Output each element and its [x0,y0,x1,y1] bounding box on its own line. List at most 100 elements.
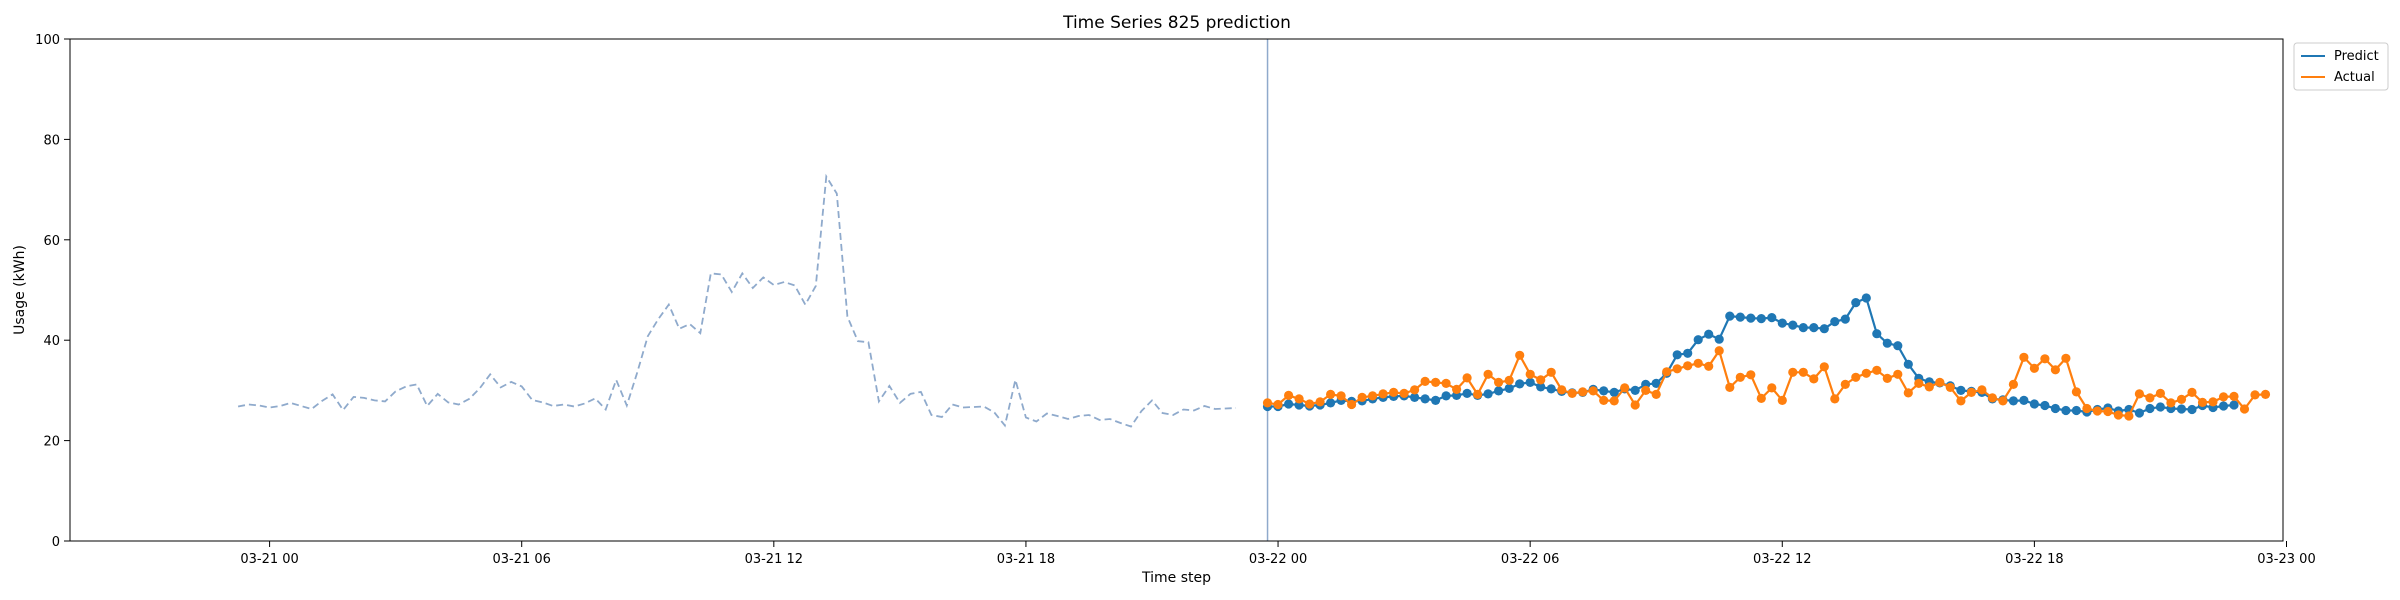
x-tick-label: 03-21 12 [745,552,803,567]
series-point-predict [1882,338,1892,348]
series-point-actual [1819,362,1829,372]
series-point-actual [1441,378,1451,388]
series-point-actual [1599,395,1609,405]
series-point-actual [1378,389,1388,399]
y-tick-label: 20 [43,435,60,450]
y-tick-label: 80 [43,133,60,148]
series-point-actual [1714,346,1724,356]
series-point-actual [2145,393,2155,403]
series-point-predict [1840,314,1850,324]
series-point-actual [1693,358,1703,368]
series-point-actual [1305,399,1315,409]
series-point-actual [1903,388,1913,398]
series-point-predict [2229,400,2239,410]
series-point-actual [1809,374,1819,384]
series-point-predict [2218,401,2229,411]
series-point-predict [2040,400,2050,411]
series-point-predict [2187,404,2197,415]
series-point-predict [1903,359,1913,369]
series-point-predict [2050,403,2060,414]
series-point-actual [1326,389,1336,399]
series-point-actual [1399,388,1409,398]
series-point-actual [2103,406,2113,417]
series-point-predict [1819,324,1829,334]
series-point-actual [1284,390,1294,400]
x-tick-label: 03-22 06 [1501,552,1559,567]
series-point-actual [1914,378,1924,388]
series-point-predict [1672,350,1682,360]
series-point-actual [1735,372,1745,382]
series-point-predict [1284,399,1294,409]
series-point-predict [1851,298,1861,308]
series-point-actual [1977,385,1987,395]
series-point-actual [1882,373,1892,383]
series-point-actual [1315,397,1325,407]
series-point-actual [1567,388,1577,398]
series-point-actual [2260,389,2271,399]
series-point-actual [1578,387,1588,397]
series-point-predict [2134,408,2144,418]
series-point-predict [1326,398,1336,408]
series-point-actual [1273,399,1283,410]
series-point-actual [1368,391,1378,401]
series-point-actual [1525,369,1535,379]
series-point-actual [1893,369,1903,379]
series-point-predict [1777,318,1787,328]
series-point-actual [2250,390,2260,400]
series-point-actual [2092,406,2102,416]
series-point-predict [1504,383,1514,393]
series-point-actual [1515,350,1525,360]
series-point-actual [2040,354,2050,364]
series-point-actual [1609,396,1619,406]
series-point-predict [1599,386,1609,396]
x-axis: 03-21 00 03-21 06 03-21 12 03-21 18 03-22 00… [240,541,2316,567]
series-point-actual [1945,382,1955,392]
series-point-predict [1536,382,1546,392]
series-point-actual [2208,397,2218,407]
series-point-actual [2155,388,2165,398]
chart-title: Time Series 825 prediction [1062,13,1291,33]
series-line-actual [1267,348,2266,418]
series-point-predict [1809,323,1819,333]
series-point-actual [2113,410,2123,420]
series-point-actual [1966,387,1976,397]
series-point-actual [1336,391,1346,401]
series-point-actual [2071,387,2081,397]
series-point-predict [2019,395,2029,405]
series-point-predict [1441,391,1451,401]
series-point-actual [1725,382,1735,392]
series-point-actual [1840,379,1850,389]
series-point-predict [1830,317,1840,327]
series-point-predict [1746,313,1756,323]
axes-frame [69,38,2284,542]
series-point-actual [2239,404,2250,414]
series-point-predict [1515,379,1525,389]
series-point-predict [1893,341,1903,351]
series-point-predict [1630,385,1640,395]
series-point-actual [1357,392,1367,402]
series-point-actual [2229,391,2239,401]
series-point-actual [1389,387,1399,397]
series-point-predict [1420,394,1430,404]
series-point-actual [1777,395,1787,405]
series-point-predict [2155,402,2165,412]
series-point-actual [1557,385,1567,395]
legend-label-actual: Actual [2334,70,2375,85]
series-point-actual [1788,367,1798,377]
legend-box [2293,42,2389,91]
series-point-actual [1483,369,1493,379]
series-point-predict [1704,329,1714,339]
series-point-actual [2218,392,2229,402]
series-point-predict [1683,348,1693,358]
series-point-actual [1452,384,1462,394]
series-point-actual [1924,382,1934,392]
y-tick-label: 60 [43,234,60,249]
series-point-actual [1767,383,1777,393]
series-point-actual [1851,372,1861,382]
series-point-actual [1588,386,1598,396]
series-point-actual [2134,389,2144,399]
series-point-actual [2187,387,2197,397]
series-point-actual [1861,368,1871,378]
series-point-actual [1987,393,1997,403]
